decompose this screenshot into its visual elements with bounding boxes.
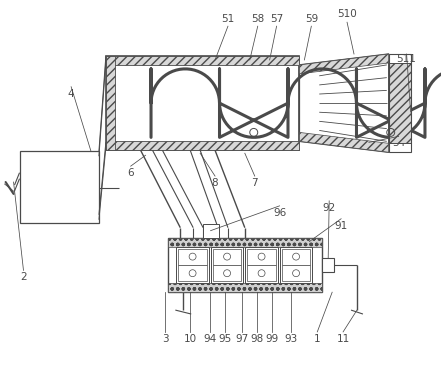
- Bar: [213, 265, 241, 281]
- Text: 10: 10: [184, 334, 197, 344]
- Bar: [211, 247, 243, 283]
- Polygon shape: [299, 132, 389, 152]
- Text: 92: 92: [323, 203, 336, 213]
- Bar: [280, 247, 312, 283]
- Text: 11: 11: [337, 334, 350, 344]
- Text: 2: 2: [20, 272, 27, 282]
- Text: 94: 94: [203, 334, 217, 344]
- Text: 91: 91: [334, 221, 348, 231]
- Bar: [202, 224, 218, 238]
- Bar: [282, 248, 311, 265]
- Text: 6: 6: [128, 168, 134, 178]
- Text: 8: 8: [212, 178, 218, 188]
- Bar: [282, 265, 311, 281]
- Bar: [247, 265, 276, 281]
- Text: 98: 98: [250, 334, 263, 344]
- Bar: [168, 238, 322, 247]
- Bar: [106, 56, 115, 150]
- Bar: [322, 258, 334, 272]
- Polygon shape: [299, 54, 389, 152]
- Text: 95: 95: [218, 334, 232, 344]
- Text: 510: 510: [337, 9, 357, 19]
- Bar: [389, 63, 411, 143]
- Bar: [168, 238, 322, 292]
- Bar: [247, 248, 276, 265]
- Text: 3: 3: [162, 334, 169, 344]
- Bar: [176, 247, 209, 283]
- Text: 57: 57: [270, 14, 283, 24]
- Text: 7: 7: [252, 178, 258, 188]
- Bar: [179, 248, 207, 265]
- Text: 51: 51: [222, 14, 235, 24]
- Text: 96: 96: [273, 208, 286, 218]
- Polygon shape: [299, 54, 389, 74]
- Text: 4: 4: [68, 89, 74, 99]
- Text: 93: 93: [285, 334, 298, 344]
- Bar: [19, 151, 99, 223]
- Text: 59: 59: [305, 14, 318, 24]
- Bar: [168, 283, 322, 292]
- Text: 511: 511: [396, 54, 416, 64]
- Text: 1: 1: [314, 334, 321, 344]
- Text: 99: 99: [265, 334, 278, 344]
- Bar: [106, 56, 299, 150]
- Text: 54: 54: [392, 138, 405, 148]
- Bar: [389, 54, 411, 152]
- Bar: [106, 56, 299, 65]
- Text: 97: 97: [235, 334, 249, 344]
- Bar: [179, 265, 207, 281]
- Text: 58: 58: [251, 14, 264, 24]
- Bar: [106, 141, 299, 150]
- Bar: [213, 248, 241, 265]
- Bar: [245, 247, 278, 283]
